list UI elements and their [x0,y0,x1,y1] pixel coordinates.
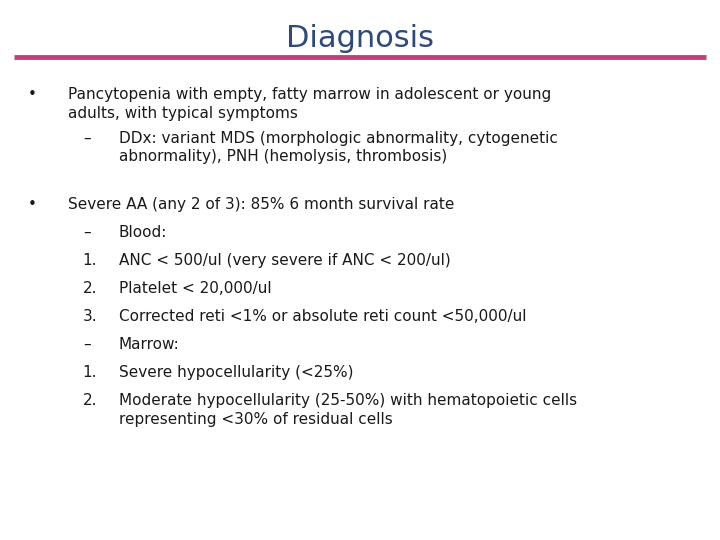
Text: Severe AA (any 2 of 3): 85% 6 month survival rate: Severe AA (any 2 of 3): 85% 6 month surv… [68,197,455,212]
Text: •: • [27,87,36,103]
Text: Marrow:: Marrow: [119,337,179,352]
Text: –: – [83,225,91,240]
Text: –: – [83,337,91,352]
Text: •: • [27,197,36,212]
Text: Blood:: Blood: [119,225,167,240]
Text: –: – [83,131,91,146]
Text: 2.: 2. [83,281,97,296]
Text: Platelet < 20,000/ul: Platelet < 20,000/ul [119,281,271,296]
Text: Severe hypocellularity (<25%): Severe hypocellularity (<25%) [119,365,354,380]
Text: Moderate hypocellularity (25-50%) with hematopoietic cells
representing <30% of : Moderate hypocellularity (25-50%) with h… [119,393,577,427]
Text: ANC < 500/ul (very severe if ANC < 200/ul): ANC < 500/ul (very severe if ANC < 200/u… [119,253,451,268]
Text: DDx: variant MDS (morphologic abnormality, cytogenetic
abnormality), PNH (hemoly: DDx: variant MDS (morphologic abnormalit… [119,131,558,164]
Text: 2.: 2. [83,393,97,408]
Text: Diagnosis: Diagnosis [286,24,434,53]
Text: Corrected reti <1% or absolute reti count <50,000/ul: Corrected reti <1% or absolute reti coun… [119,309,526,324]
Text: 1.: 1. [83,253,97,268]
Text: 1.: 1. [83,365,97,380]
Text: Pancytopenia with empty, fatty marrow in adolescent or young
adults, with typica: Pancytopenia with empty, fatty marrow in… [68,87,552,121]
Text: 3.: 3. [83,309,97,324]
